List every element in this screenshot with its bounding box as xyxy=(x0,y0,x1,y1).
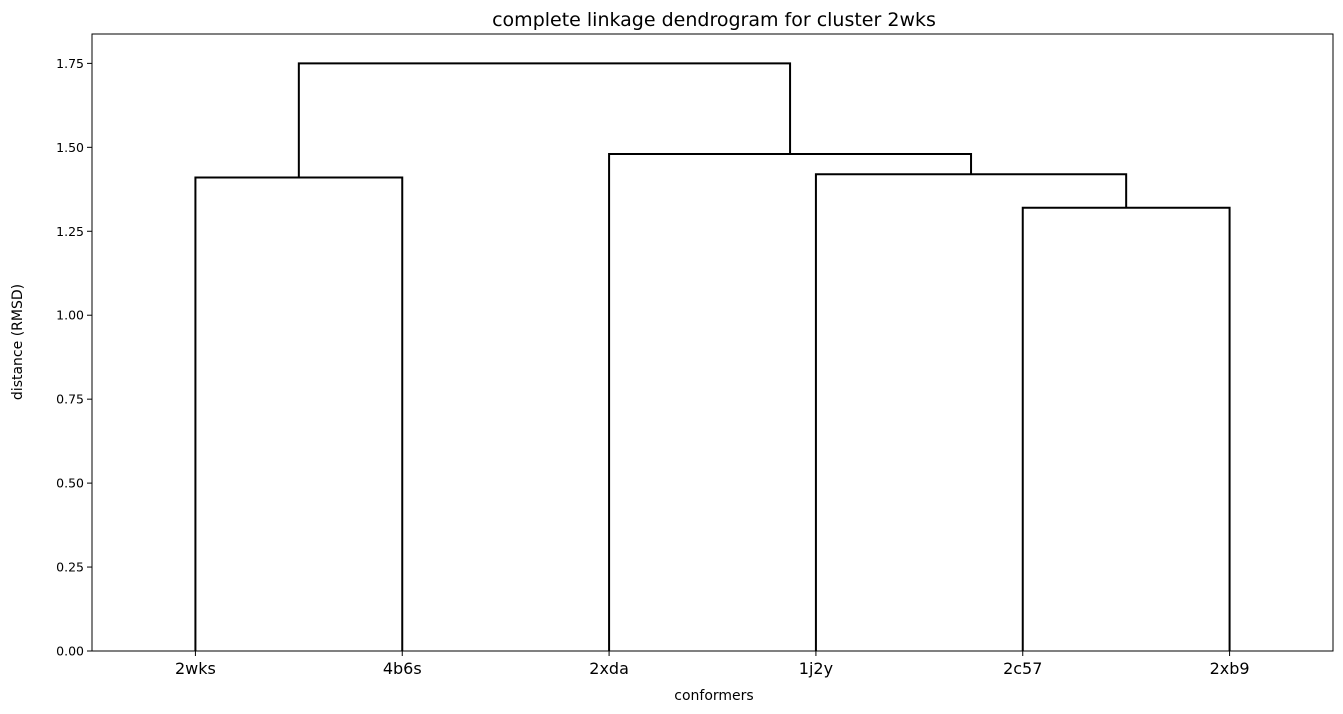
leaf-label-4b6s: 4b6s xyxy=(383,659,422,678)
y-tick-label: 0.50 xyxy=(56,476,84,491)
y-axis-label: distance (RMSD) xyxy=(10,284,26,400)
leaf-label-2xb9: 2xb9 xyxy=(1210,659,1250,678)
leaf-label-2wks: 2wks xyxy=(175,659,216,678)
leaf-label-2xda: 2xda xyxy=(589,659,629,678)
link-merge-2wks-4b6s xyxy=(194,176,404,651)
y-tick-label: 1.25 xyxy=(56,224,84,239)
y-tick-label: 0.00 xyxy=(56,644,84,659)
link-merge-2c57-2xb9 xyxy=(1021,206,1231,651)
y-axis: 0.00 0.25 0.50 0.75 1.00 1.25 1.50 1.75 xyxy=(56,56,92,659)
y-tick-label: 0.25 xyxy=(56,560,84,575)
link-merge-1j2y-cluster xyxy=(814,173,1128,651)
leaf-label-1j2y: 1j2y xyxy=(799,659,833,678)
x-axis-label: conformers xyxy=(674,688,753,704)
y-tick-label: 1.75 xyxy=(56,56,84,71)
dendrogram-links xyxy=(194,62,1231,651)
leaf-label-2c57: 2c57 xyxy=(1003,659,1042,678)
link-merge-2xda-cluster xyxy=(608,153,973,651)
y-tick-label: 0.75 xyxy=(56,392,84,407)
chart-title: complete linkage dendrogram for cluster … xyxy=(492,9,936,31)
x-axis: 2wks 4b6s 2xda 1j2y 2c57 2xb9 xyxy=(175,651,1250,678)
y-tick-label: 1.50 xyxy=(56,140,84,155)
plot-frame xyxy=(91,33,1334,652)
y-tick-label: 1.00 xyxy=(56,308,84,323)
link-merge-root xyxy=(297,62,792,178)
